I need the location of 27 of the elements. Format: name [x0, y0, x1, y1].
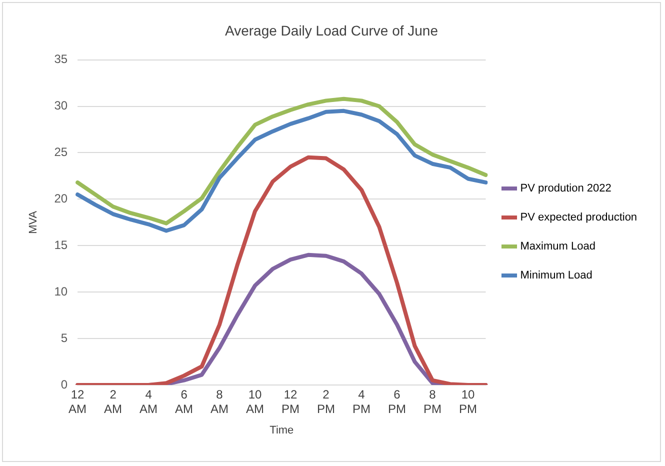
y-axis-title: MVA	[28, 210, 40, 234]
x-tick-label: 10 AM	[246, 388, 264, 416]
x-tick-label: 8 AM	[210, 388, 229, 416]
y-tick-label: 20	[54, 191, 68, 206]
y-tick-label: 0	[60, 377, 68, 392]
legend-label: PV expected production	[520, 212, 638, 224]
y-tick-label: 10	[54, 284, 68, 298]
x-tick-label: 10 PM	[459, 388, 478, 416]
legend-label: Maximum Load	[520, 240, 596, 253]
chart-title: Average Daily Load Curve of June	[225, 22, 438, 38]
x-tick-label: 4 PM	[352, 388, 371, 416]
x-tick-label: 2 PM	[317, 388, 336, 416]
y-tick-label: 30	[54, 98, 68, 113]
x-tick-label: 6 AM	[175, 388, 194, 416]
y-tick-label: 25	[54, 145, 68, 160]
y-tick-label: 15	[54, 238, 68, 252]
x-tick-label: 12 AM	[68, 388, 87, 416]
x-tick-label: 4 AM	[140, 388, 158, 416]
x-tick-label: 12 PM	[282, 388, 300, 416]
x-tick-label: 8 PM	[424, 388, 442, 416]
x-axis-title: Time	[270, 424, 294, 436]
x-tick-label: 6 PM	[388, 388, 406, 416]
legend-label: Minimum Load	[520, 270, 592, 282]
legend-label: PV prodution 2022	[520, 182, 612, 195]
y-tick-label: 35	[54, 52, 68, 66]
y-tick-label: 5	[60, 330, 68, 345]
x-tick-label: 2 AM	[104, 388, 122, 416]
